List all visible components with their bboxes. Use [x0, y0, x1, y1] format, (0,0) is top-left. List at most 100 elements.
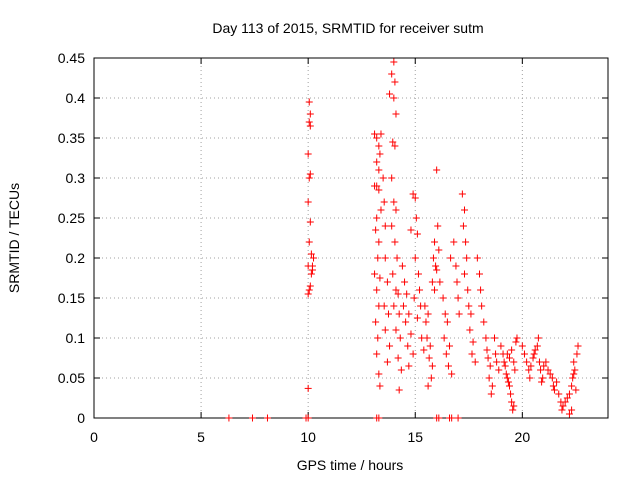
- data-point: [373, 158, 381, 166]
- data-point: [371, 130, 379, 138]
- data-point: [401, 278, 409, 286]
- data-point: [391, 238, 399, 246]
- data-point: [310, 254, 318, 262]
- x-tick-label: 15: [407, 429, 423, 445]
- data-point: [390, 58, 398, 66]
- data-point: [392, 206, 400, 214]
- data-point: [305, 118, 313, 126]
- data-point: [540, 362, 548, 370]
- data-point: [507, 390, 515, 398]
- data-point: [373, 134, 381, 142]
- data-point: [372, 318, 380, 326]
- data-point: [432, 262, 440, 270]
- data-point: [389, 270, 397, 278]
- data-point: [505, 354, 513, 362]
- data-point: [405, 310, 413, 318]
- data-point: [483, 346, 491, 354]
- y-tick-label: 0.4: [66, 90, 86, 106]
- data-point: [510, 402, 518, 410]
- data-point: [462, 238, 470, 246]
- data-point: [306, 122, 314, 130]
- data-point: [410, 294, 418, 302]
- x-tick-label: 10: [300, 429, 316, 445]
- data-point: [469, 338, 477, 346]
- data-point: [487, 390, 495, 398]
- data-point: [304, 414, 312, 422]
- data-point: [375, 166, 383, 174]
- data-point: [373, 214, 381, 222]
- data-point: [394, 354, 402, 362]
- axis-ticks: [93, 57, 608, 419]
- y-tick-label: 0.1: [66, 330, 86, 346]
- data-point: [468, 350, 476, 358]
- data-point: [377, 130, 385, 138]
- data-point: [383, 358, 391, 366]
- data-point: [478, 302, 486, 310]
- data-point: [407, 226, 415, 234]
- data-point: [381, 254, 389, 262]
- data-point: [471, 358, 479, 366]
- data-point: [484, 354, 492, 362]
- data-point: [571, 366, 579, 374]
- y-axis-label: SRMTID / TECUs: [6, 183, 22, 293]
- data-point: [390, 94, 398, 102]
- data-point: [425, 354, 433, 362]
- data-point: [380, 302, 388, 310]
- data-point: [391, 142, 399, 150]
- data-point: [371, 270, 379, 278]
- plot-frame: [93, 57, 609, 419]
- data-point: [459, 222, 467, 230]
- data-point: [570, 358, 578, 366]
- data-point: [435, 414, 443, 422]
- data-point: [395, 310, 403, 318]
- data-point: [535, 358, 543, 366]
- data-point: [504, 378, 512, 386]
- data-point: [497, 342, 505, 350]
- data-point: [482, 334, 490, 342]
- data-point: [537, 366, 545, 374]
- data-point: [388, 174, 396, 182]
- data-point: [544, 366, 552, 374]
- data-point: [403, 290, 411, 298]
- y-tick-label: 0.2: [66, 250, 86, 266]
- data-point: [488, 382, 496, 390]
- data-point: [374, 254, 382, 262]
- data-point: [422, 318, 430, 326]
- data-point: [225, 414, 233, 422]
- x-tick-labels: 0 5 10 15 20: [90, 429, 530, 445]
- data-point: [412, 214, 420, 222]
- y-tick-label: 0.15: [58, 290, 85, 306]
- data-point: [505, 382, 513, 390]
- data-points: [225, 58, 582, 422]
- data-point: [559, 402, 567, 410]
- data-point: [511, 366, 519, 374]
- data-point: [381, 326, 389, 334]
- data-point: [569, 374, 577, 382]
- data-point: [429, 254, 437, 262]
- data-point: [450, 238, 458, 246]
- data-point: [440, 334, 448, 342]
- grid-lines: [94, 58, 608, 418]
- data-point: [388, 70, 396, 78]
- data-point: [402, 318, 410, 326]
- data-point: [304, 150, 312, 158]
- data-point: [375, 186, 383, 194]
- data-point: [305, 174, 313, 182]
- data-point: [416, 286, 424, 294]
- data-point: [502, 370, 510, 378]
- data-point: [248, 414, 256, 422]
- data-point: [404, 342, 412, 350]
- data-point: [405, 362, 413, 370]
- data-point: [413, 314, 421, 322]
- data-point: [565, 390, 573, 398]
- data-point: [423, 334, 431, 342]
- data-point: [493, 358, 501, 366]
- data-point: [426, 342, 434, 350]
- data-point: [391, 78, 399, 86]
- data-point: [431, 238, 439, 246]
- data-point: [383, 278, 391, 286]
- data-point: [307, 270, 315, 278]
- data-point: [398, 262, 406, 270]
- data-point: [548, 374, 556, 382]
- data-point: [533, 342, 541, 350]
